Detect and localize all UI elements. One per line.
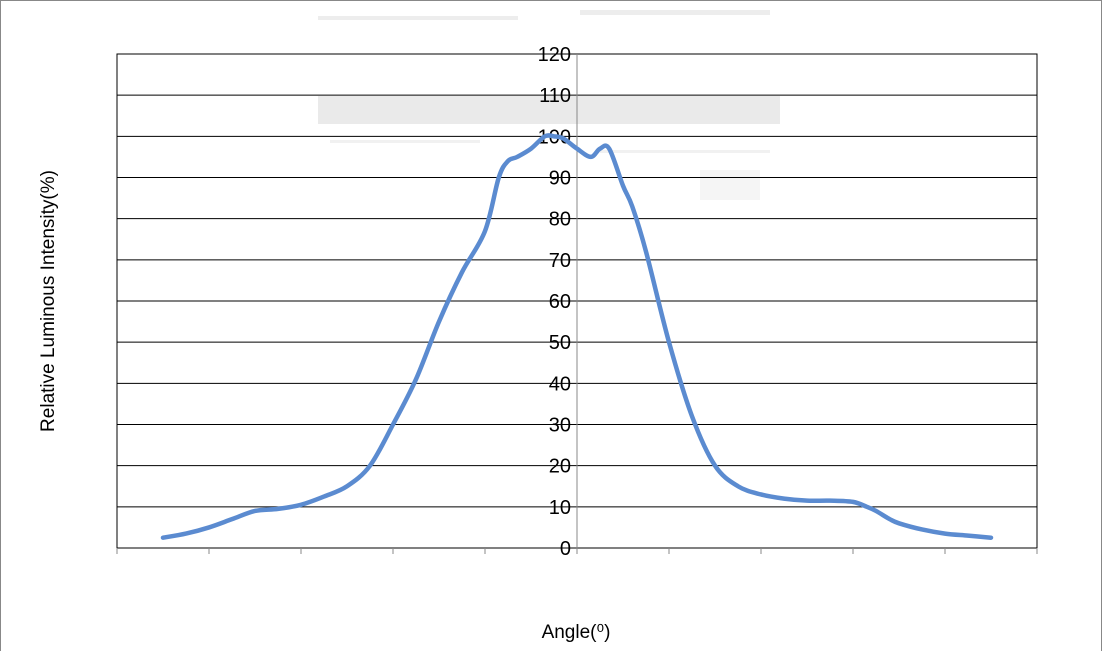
x-axis-ticks — [116, 548, 1038, 554]
y-tick-label: 0 — [560, 538, 571, 560]
y-tick-label: 30 — [549, 415, 571, 437]
y-tick-label: 90 — [549, 168, 571, 190]
y-tick-label: 120 — [538, 44, 571, 66]
y-tick-label: 110 — [539, 85, 571, 107]
background-watermark — [318, 10, 780, 200]
y-tick-label: 10 — [549, 497, 571, 519]
y-tick-label: 80 — [549, 209, 571, 231]
y-tick-label: 50 — [549, 332, 571, 354]
y-tick-label: 20 — [549, 456, 571, 478]
y-tick-label: 70 — [549, 250, 571, 272]
series-line — [160, 133, 994, 540]
y-axis-title: Relative Luminous Intensity(%) — [38, 170, 59, 432]
x-axis-title: Angle(⁰) — [542, 622, 611, 643]
y-tick-label: 40 — [549, 373, 571, 395]
y-tick-label: 60 — [549, 291, 571, 313]
